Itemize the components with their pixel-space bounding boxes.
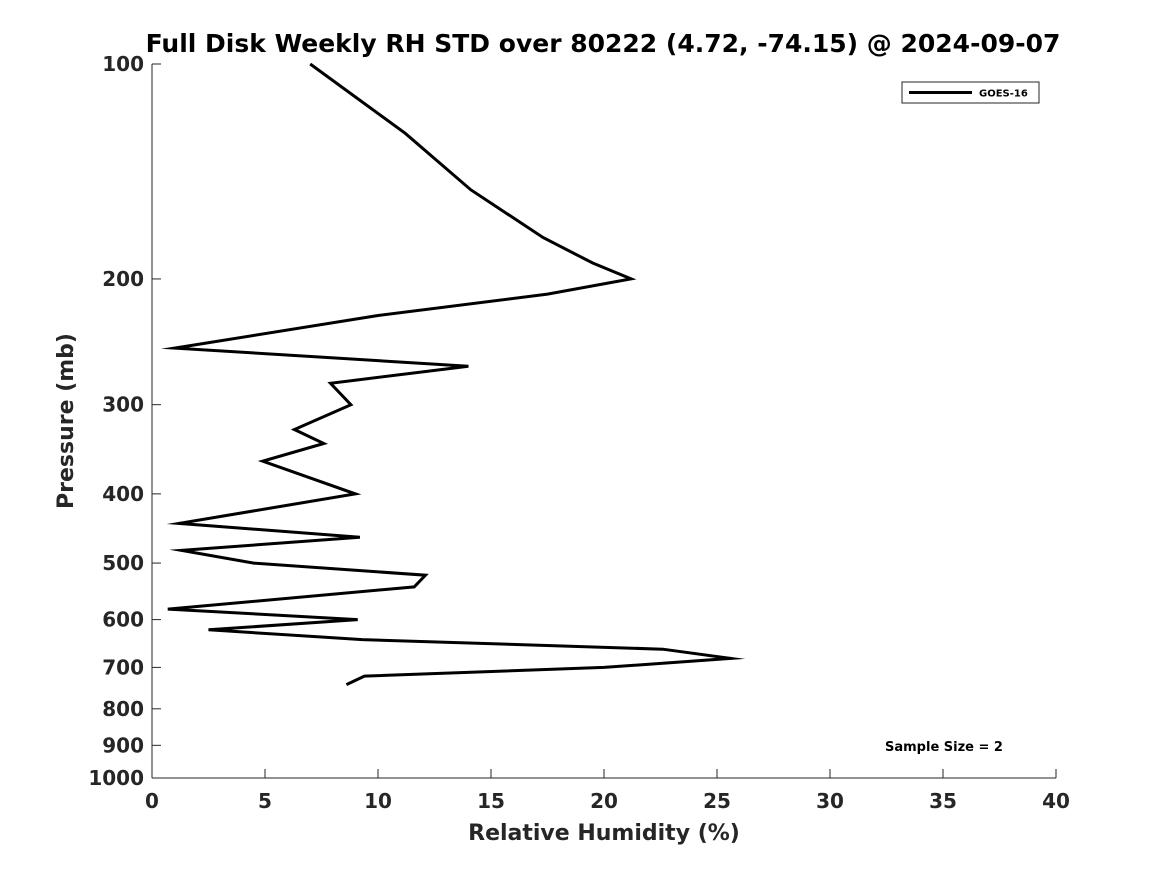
y-tick-label: 800: [102, 697, 144, 721]
y-tick-label: 1000: [88, 766, 144, 790]
x-tick-label: 30: [816, 789, 844, 813]
y-tick-label: 600: [102, 608, 144, 632]
series-line-goes-16: [160, 62, 746, 686]
chart-title: Full Disk Weekly RH STD over 80222 (4.72…: [146, 29, 1061, 58]
x-tick-label: 15: [477, 789, 505, 813]
x-tick-label: 20: [590, 789, 618, 813]
x-tick-label: 5: [258, 789, 272, 813]
x-tick-label: 40: [1042, 789, 1070, 813]
axes: 0 5 10 15 20 25 30 35 40 100 200 300 400 500 600 700 800…: [88, 52, 1070, 813]
legend: GOES-16: [901, 81, 1040, 104]
sample-size-annotation: Sample Size = 2: [885, 740, 1003, 755]
x-axis-label: Relative Humidity (%): [468, 821, 740, 846]
x-tick-label: 10: [364, 789, 392, 813]
y-tick-label: 100: [102, 52, 144, 76]
y-tick-label: 500: [102, 551, 144, 575]
x-tick-label: 0: [145, 789, 159, 813]
x-tick-label: 35: [929, 789, 957, 813]
y-tick-label: 900: [102, 733, 144, 757]
y-tick-label: 400: [102, 482, 144, 506]
y-axis-label: Pressure (mb): [54, 333, 79, 509]
series-layer: [160, 62, 746, 686]
y-tick-label: 200: [102, 267, 144, 291]
legend-label-goes-16: GOES-16: [979, 89, 1028, 100]
y-tick-label: 300: [102, 393, 144, 417]
x-tick-label: 25: [703, 789, 731, 813]
y-tick-label: 700: [102, 655, 144, 679]
